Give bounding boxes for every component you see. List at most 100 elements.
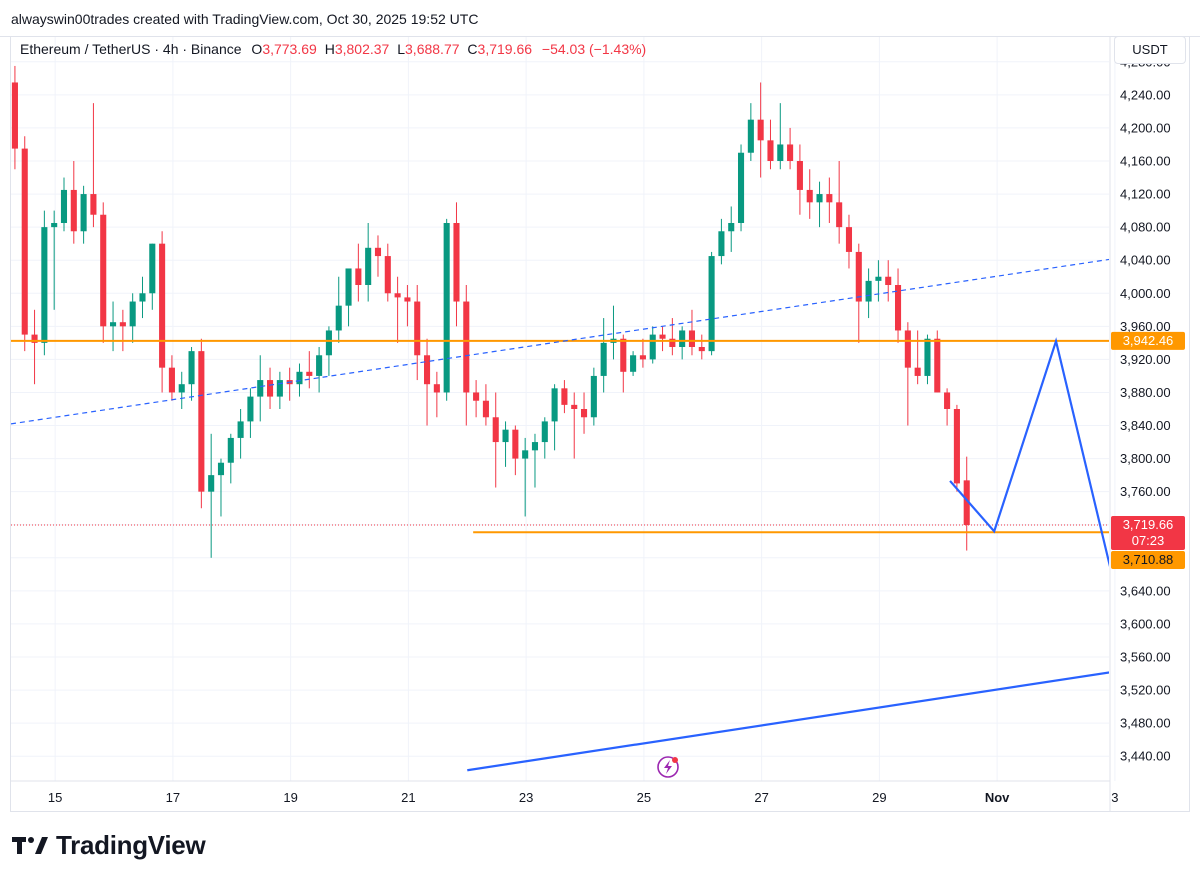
candle-body <box>649 334 656 360</box>
candle-down <box>787 127 794 170</box>
candle-down <box>482 384 489 426</box>
low-label: L <box>397 41 406 57</box>
candle-up <box>208 433 215 558</box>
candle-down <box>944 388 951 426</box>
candle-up <box>276 371 283 409</box>
candle-body <box>276 380 283 397</box>
candle-up <box>737 144 745 232</box>
low-value: 3,688.77 <box>405 41 460 57</box>
candle-body <box>70 189 77 232</box>
level-price-tag-upper: 3,942.46 <box>1111 331 1185 350</box>
chart-frame <box>10 36 1190 812</box>
candle-body <box>384 256 391 294</box>
candle-up <box>600 318 607 393</box>
candle-body <box>934 338 941 393</box>
candle-down <box>414 285 421 381</box>
candle-down <box>384 243 391 302</box>
open-label: O <box>251 41 263 57</box>
last-price-tag-countdown: 07:23 <box>1132 533 1165 548</box>
plot-area <box>2 65 1109 772</box>
time-tick-label: 21 <box>401 790 415 805</box>
candle-up <box>502 421 509 467</box>
candle-up <box>531 433 539 488</box>
candle-down <box>90 103 97 228</box>
brand-name: TradingView <box>56 829 206 860</box>
price-tick-label: 4,200.00 <box>1120 120 1171 135</box>
candle-up <box>708 251 715 356</box>
last-price-tag-text: 3,719.66 <box>1123 517 1174 532</box>
candle-down <box>70 161 77 244</box>
candle-body <box>149 243 156 294</box>
candle-body <box>924 338 931 376</box>
candle-body <box>541 421 548 443</box>
candle-up <box>325 326 332 376</box>
price-tick-label: 4,040.00 <box>1120 253 1171 268</box>
candle-body <box>208 475 215 492</box>
candle-down <box>374 235 382 277</box>
candle-down <box>492 392 499 488</box>
candle-up <box>217 458 225 517</box>
candle-body <box>41 227 48 343</box>
candle-body <box>335 305 342 331</box>
candle-up <box>541 417 548 459</box>
candle-body <box>139 293 146 302</box>
price-tick-label: 3,760.00 <box>1120 484 1171 499</box>
candle-up <box>649 326 656 364</box>
close-label: C <box>467 41 478 57</box>
candle-body <box>11 82 18 149</box>
candle-up <box>610 305 617 360</box>
footer-branding: TradingView <box>12 829 206 860</box>
candle-down <box>698 334 705 360</box>
candle-up <box>816 181 823 228</box>
candle-body <box>217 462 225 476</box>
candle-body <box>845 227 853 252</box>
candle-body <box>21 148 28 335</box>
candle-down <box>11 65 18 170</box>
candle-up <box>227 433 234 484</box>
candle-down <box>473 380 480 418</box>
candle-down <box>934 330 941 393</box>
candle-down <box>767 119 774 170</box>
candle-body <box>669 338 676 347</box>
candle-body <box>119 322 126 327</box>
tradingview-logo-icon <box>12 834 48 856</box>
candle-body <box>580 409 588 418</box>
candle-body <box>227 437 234 463</box>
candle-body <box>394 293 401 298</box>
level-price-tag-upper-text: 3,942.46 <box>1123 333 1174 348</box>
candle-body <box>2 82 8 89</box>
candle-down <box>620 334 627 393</box>
candle-body <box>561 388 568 405</box>
candle-body <box>865 280 872 302</box>
level-price-tag-upper-bg <box>1111 331 1185 350</box>
candle-down <box>394 276 401 343</box>
time-tick-label: 15 <box>48 790 62 805</box>
candle-body <box>522 450 529 459</box>
candle-down <box>286 367 293 401</box>
candle-body <box>237 421 244 438</box>
candle-body <box>492 417 499 443</box>
candle-up <box>257 355 264 422</box>
candle-up <box>80 185 87 244</box>
level-price-tag-lower-bg <box>1111 551 1185 570</box>
candle-body <box>365 247 372 285</box>
attribution-text: alwayswin00trades created with TradingVi… <box>11 11 479 27</box>
candle-down <box>826 177 833 223</box>
candle-body <box>777 144 784 161</box>
candle-body <box>90 194 97 215</box>
candle-body <box>571 404 578 409</box>
currency-unit-button[interactable]: USDT <box>1114 36 1186 64</box>
candle-up <box>924 334 931 385</box>
candle-body <box>757 119 764 141</box>
price-tick-label: 4,080.00 <box>1120 220 1171 235</box>
price-tick-label: 4,120.00 <box>1120 187 1171 202</box>
candle-body <box>100 214 107 327</box>
price-tick-label: 3,520.00 <box>1120 683 1171 698</box>
price-tick-label: 4,240.00 <box>1120 87 1171 102</box>
candle-body <box>688 330 696 347</box>
candle-body <box>708 256 715 352</box>
price-tick-label: 3,560.00 <box>1120 650 1171 665</box>
candle-up <box>316 347 323 393</box>
candle-down <box>571 392 578 459</box>
